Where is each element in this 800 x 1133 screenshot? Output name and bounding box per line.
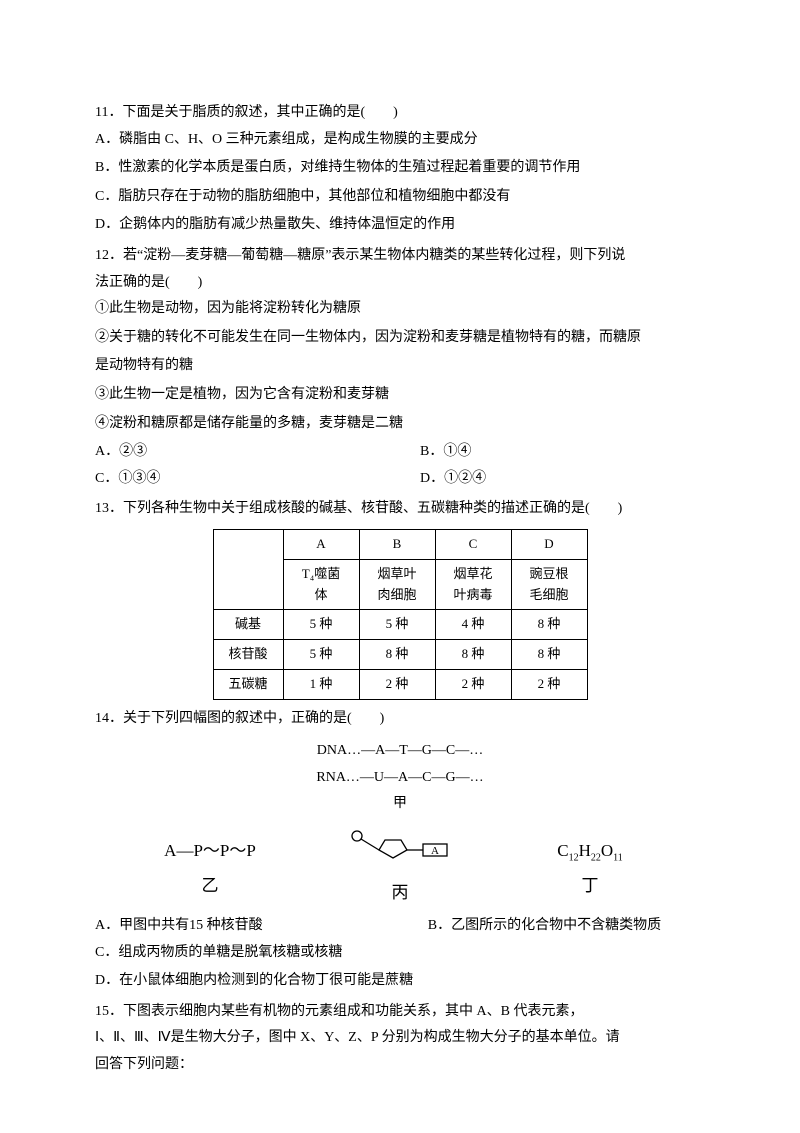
q13-th-blank [213, 529, 283, 609]
q14-yi-formula: A—P～P～P [115, 835, 305, 867]
q13-r2-label: 核苷酸 [213, 640, 283, 670]
q13-r2-c: 8 种 [435, 640, 511, 670]
q13-r2-b: 8 种 [359, 640, 435, 670]
q12-sub3: ③此生物一定是植物，因为它含有淀粉和麦芽糖 [95, 382, 705, 409]
q12-sub1: ①此生物是动物，因为能将淀粉转化为糖原 [95, 296, 705, 323]
q14-bing-label: 丙 [305, 877, 495, 909]
q15-line3: 回答下列问题： [95, 1052, 705, 1079]
q14-option-b: B．乙图所示的化合物中不含糖类物质 [428, 913, 705, 940]
q14-diagram-jia: DNA…—A—T—G—C—… RNA…—U—A—C—G—… 甲 [95, 738, 705, 818]
q11-option-c: C．脂肪只存在于动物的脂肪细胞中，其他部位和植物细胞中都没有 [95, 184, 705, 211]
q14-yi: A—P～P～P 乙 [115, 835, 305, 902]
q13-th-b: B [359, 529, 435, 559]
q14-dna-line: DNA…—A—T—G—C—… [95, 738, 705, 765]
q13-r1-a: 5 种 [283, 610, 359, 640]
q12-sub2a: ②关于糖的转化不可能发生在同一生物体内，因为淀粉和麦芽糖是植物特有的糖，而糖原 [95, 325, 705, 352]
q15-line1: 15．下图表示细胞内某些有机物的元素组成和功能关系，其中 A、B 代表元素， [95, 999, 705, 1026]
question-12: 12．若“淀粉—麦芽糖—葡萄糖—糖原”表示某生物体内糖类的某些转化过程，则下列说… [95, 243, 705, 492]
q12-stem-line1: 12．若“淀粉—麦芽糖—葡萄糖—糖原”表示某生物体内糖类的某些转化过程，则下列说 [95, 243, 705, 270]
q12-option-d: D．①②④ [380, 466, 705, 493]
q14-rna-line: RNA…—U—A—C—G—… [95, 765, 705, 792]
q12-sub4: ④淀粉和糖原都是储存能量的多糖，麦芽糖是二糖 [95, 411, 705, 438]
q13-r3-b: 2 种 [359, 669, 435, 699]
q13-stem: 13．下列各种生物中关于组成核酸的碱基、核苷酸、五碳糖种类的描述正确的是( ) [95, 496, 705, 523]
q11-option-d: D．企鹅体内的脂肪有减少热量散失、维持体温恒定的作用 [95, 212, 705, 239]
q14-ding-formula: C12H22O11 [495, 835, 685, 867]
q13-org-a: T₄噬菌体 [283, 559, 359, 610]
question-13: 13．下列各种生物中关于组成核酸的碱基、核苷酸、五碳糖种类的描述正确的是( ) … [95, 496, 705, 699]
q13-org-c: 烟草花叶病毒 [435, 559, 511, 610]
q14-diagram-row: A—P～P～P 乙 A 丙 C12H22O11 丁 [95, 828, 705, 909]
q12-option-b: B．①④ [380, 439, 705, 466]
q11-stem: 11．下面是关于脂质的叙述，其中正确的是( ) [95, 100, 705, 127]
question-11: 11．下面是关于脂质的叙述，其中正确的是( ) A．磷脂由 C、H、O 三种元素… [95, 100, 705, 239]
q11-option-a: A．磷脂由 C、H、O 三种元素组成，是构成生物膜的主要成分 [95, 127, 705, 154]
q14-ding: C12H22O11 丁 [495, 835, 685, 902]
q14-options-row1: A．甲图中共有15 种核苷酸 B．乙图所示的化合物中不含糖类物质 [95, 913, 705, 940]
q12-stem-line2: 法正确的是( ) [95, 270, 705, 297]
q13-org-d: 豌豆根毛细胞 [511, 559, 587, 610]
q14-jia-label: 甲 [95, 791, 705, 818]
q13-r1-c: 4 种 [435, 610, 511, 640]
q12-option-a: A．②③ [95, 439, 380, 466]
q13-r2-d: 8 种 [511, 640, 587, 670]
q13-r1-b: 5 种 [359, 610, 435, 640]
q14-stem: 14．关于下列四幅图的叙述中，正确的是( ) [95, 706, 705, 733]
question-15: 15．下图表示细胞内某些有机物的元素组成和功能关系，其中 A、B 代表元素， Ⅰ… [95, 999, 705, 1079]
q13-table: A B C D T₄噬菌体 烟草叶肉细胞 烟草花叶病毒 豌豆根毛细胞 碱基 5 … [213, 529, 588, 700]
q14-option-d: D．在小鼠体细胞内检测到的化合物丁很可能是蔗糖 [95, 968, 705, 995]
q13-th-a: A [283, 529, 359, 559]
nucleotide-icon: A [345, 828, 455, 875]
q13-org-b: 烟草叶肉细胞 [359, 559, 435, 610]
q13-r3-label: 五碳糖 [213, 669, 283, 699]
q13-r3-a: 1 种 [283, 669, 359, 699]
q13-r1-label: 碱基 [213, 610, 283, 640]
q14-ding-label: 丁 [495, 870, 685, 902]
q14-option-a: A．甲图中共有15 种核苷酸 [95, 913, 428, 940]
q13-r2-a: 5 种 [283, 640, 359, 670]
q14-yi-label: 乙 [115, 870, 305, 902]
svg-text:A: A [431, 845, 439, 857]
q13-th-d: D [511, 529, 587, 559]
q12-options-row2: C．①③④ D．①②④ [95, 466, 705, 493]
q12-sub2b: 是动物特有的糖 [95, 353, 705, 380]
q12-options-row1: A．②③ B．①④ [95, 439, 705, 466]
q13-r3-d: 2 种 [511, 669, 587, 699]
q13-th-c: C [435, 529, 511, 559]
q14-option-c: C．组成丙物质的单糖是脱氧核糖或核糖 [95, 940, 705, 967]
q11-option-b: B．性激素的化学本质是蛋白质，对维持生物体的生殖过程起着重要的调节作用 [95, 155, 705, 182]
q14-bing: A 丙 [305, 828, 495, 909]
q15-line2: Ⅰ、Ⅱ、Ⅲ、Ⅳ是生物大分子，图中 X、Y、Z、P 分别为构成生物大分子的基本单位… [95, 1025, 705, 1052]
question-14: 14．关于下列四幅图的叙述中，正确的是( ) DNA…—A—T—G—C—… RN… [95, 706, 705, 995]
q13-r1-d: 8 种 [511, 610, 587, 640]
q13-r3-c: 2 种 [435, 669, 511, 699]
q12-option-c: C．①③④ [95, 466, 380, 493]
